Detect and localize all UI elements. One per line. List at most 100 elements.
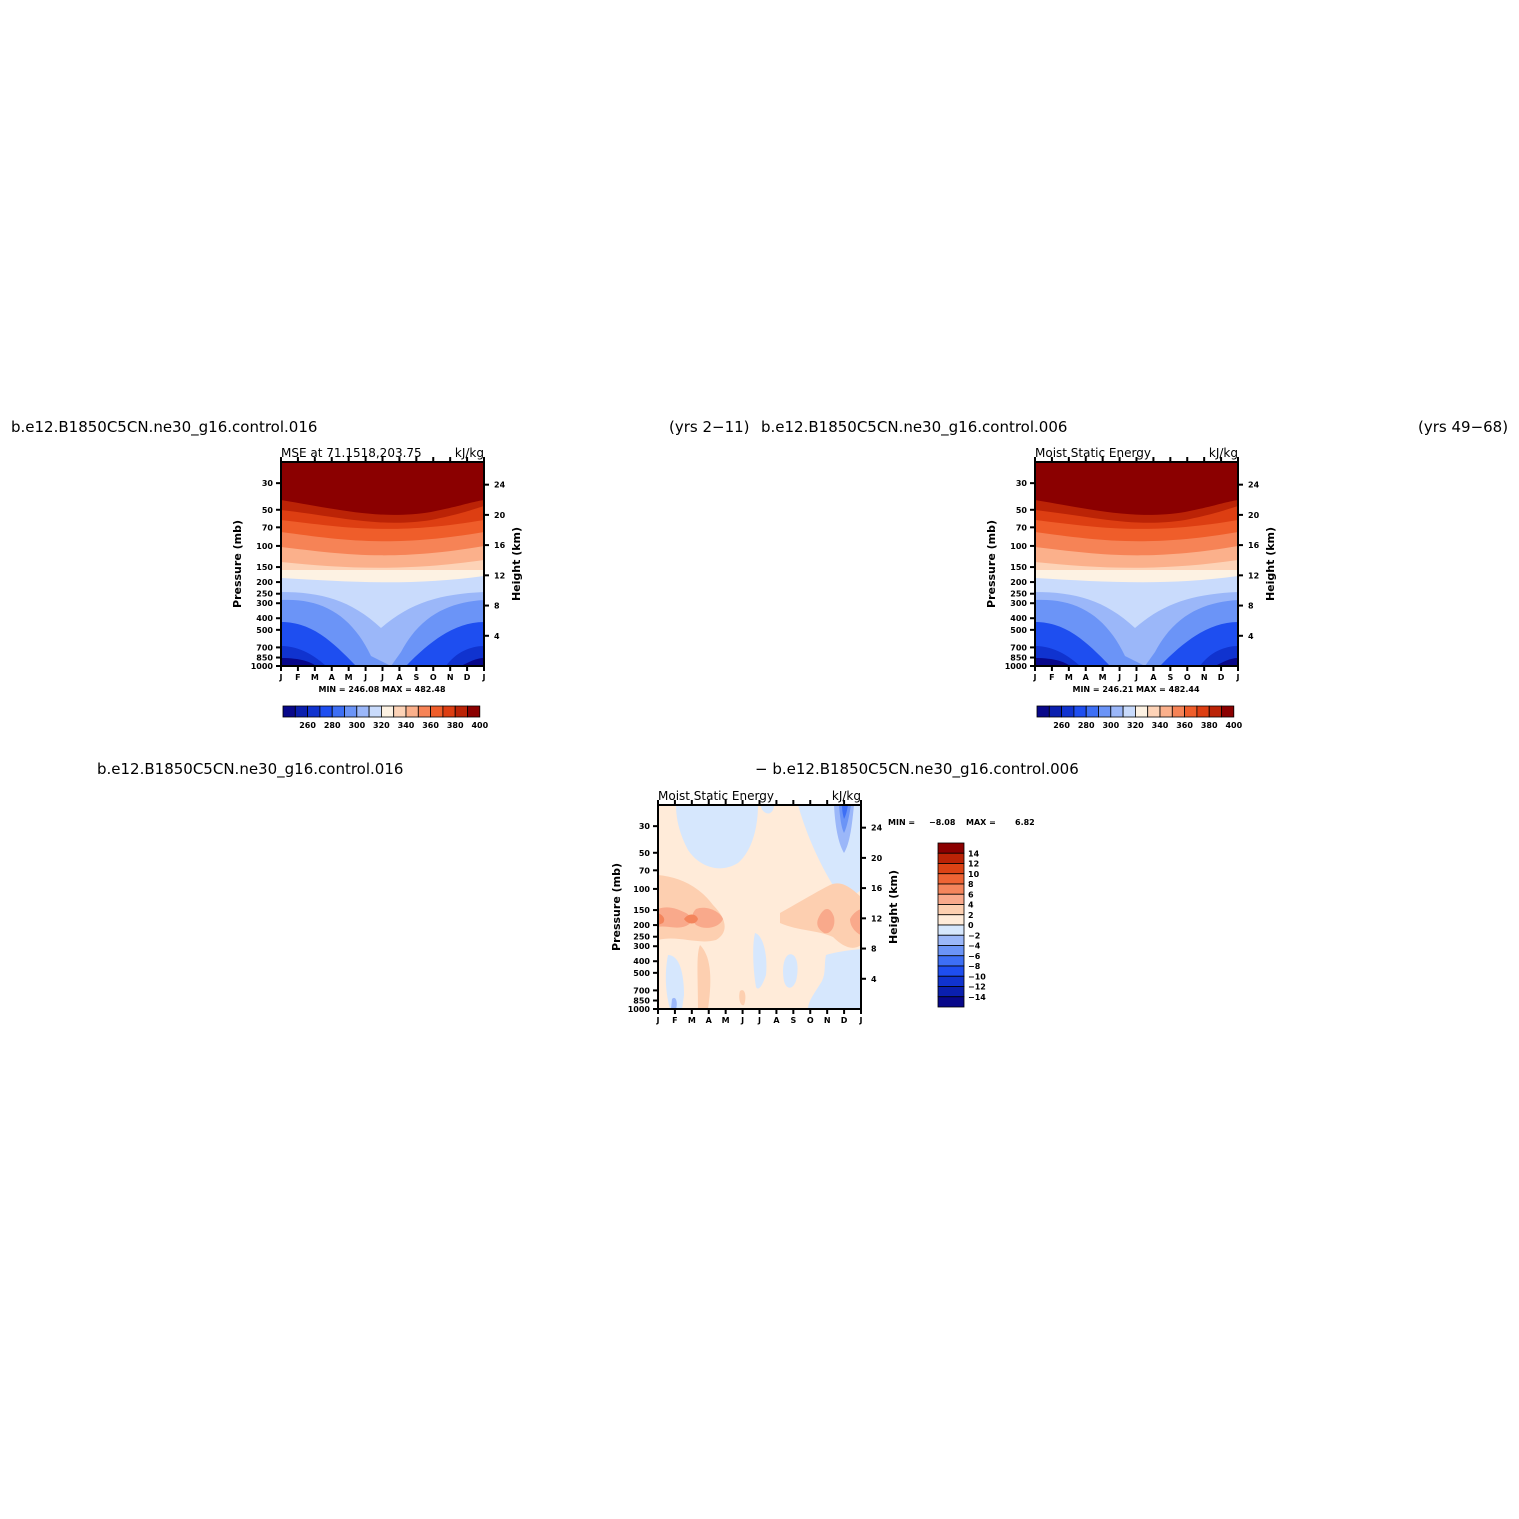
x-tick-label: A	[773, 1016, 780, 1025]
x-tick-label: D	[464, 673, 471, 682]
colorbar-swatch	[1208, 705, 1222, 718]
colorbar-swatch	[1061, 705, 1075, 718]
colorbar-swatch	[442, 705, 456, 718]
colorbar-swatch	[937, 904, 965, 916]
plot-units: kJ/kg	[832, 789, 861, 803]
neg-region-upper	[676, 805, 758, 869]
y-tick-label: 100	[633, 885, 650, 894]
colorbar-swatch	[307, 705, 321, 718]
colorbar-swatch	[937, 873, 965, 885]
colorbar-swatch	[1122, 705, 1136, 718]
y-tick-label: 50	[639, 849, 651, 858]
colorbar-swatch	[937, 996, 965, 1008]
y2-tick-label: 8	[871, 945, 877, 954]
plot-title: Moist Static Energy	[1035, 446, 1151, 460]
x-tick-label: S	[1167, 673, 1173, 682]
colorbar-swatch	[1221, 705, 1235, 718]
y-tick-label: 150	[633, 906, 650, 915]
y-tick-label: 300	[633, 942, 650, 951]
colorbar-swatch	[368, 705, 382, 718]
colorbar-label: 380	[447, 721, 464, 730]
colorbar-label: 280	[1078, 721, 1095, 730]
colorbar-label: −10	[968, 972, 986, 981]
colorbar-swatch	[1184, 705, 1198, 718]
colorbar-swatch	[454, 705, 468, 718]
colorbar-label: 320	[1127, 721, 1144, 730]
colorbar-swatch	[937, 924, 965, 936]
colorbar-label: 300	[1102, 721, 1119, 730]
colorbar-label: 400	[1225, 721, 1242, 730]
contour-cool-4	[281, 622, 484, 666]
colorbar-swatch	[1159, 705, 1173, 718]
y2-tick-label: 4	[494, 632, 500, 641]
y2-tick-label: 16	[871, 884, 883, 893]
x-tick-label: O	[430, 673, 437, 682]
y2-tick-label: 24	[1248, 481, 1260, 490]
y-axis-label: Pressure (mb)	[610, 863, 623, 951]
y2-tick-label: 4	[1248, 632, 1254, 641]
colorbar-swatch	[393, 705, 407, 718]
x-tick-label: M	[1065, 673, 1073, 682]
colorbar-swatch	[937, 914, 965, 926]
x-tick-label: J	[1236, 673, 1240, 682]
y2-tick-label: 20	[494, 511, 506, 520]
colorbar-label: 0	[968, 921, 974, 930]
colorbar-swatch	[294, 705, 309, 718]
colorbar-label: 340	[1152, 721, 1169, 730]
colorbar-swatch	[1098, 705, 1112, 718]
x-tick-label: A	[1083, 673, 1090, 682]
diff-case-a-label: b.e12.B1850C5CN.ne30_g16.control.016	[97, 760, 404, 778]
colorbar-label: −4	[968, 942, 981, 951]
y-tick-label: 150	[1010, 563, 1027, 572]
x-tick-label: F	[295, 673, 300, 682]
colorbar-label: 360	[422, 721, 439, 730]
colorbar-swatch	[430, 705, 444, 718]
y-tick-label: 70	[262, 523, 274, 532]
y2-tick-label: 20	[871, 854, 883, 863]
x-tick-label: S	[413, 673, 419, 682]
y-tick-label: 850	[256, 654, 273, 663]
y-tick-label: 400	[256, 614, 273, 623]
colorbar-label: 380	[1201, 721, 1218, 730]
colorbar-swatch	[1085, 705, 1099, 718]
colorbar-swatch	[937, 965, 965, 977]
x-tick-label: J	[1033, 673, 1037, 682]
colorbar-swatch	[344, 705, 358, 718]
colorbar-swatch	[937, 893, 965, 905]
x-tick-label: J	[363, 673, 367, 682]
colorbar-label: −2	[968, 931, 980, 940]
years-a-label: (yrs 2−11)	[669, 418, 750, 436]
contour-warm-7	[281, 462, 484, 515]
colorbar-swatch	[1196, 705, 1210, 718]
y-tick-label: 1000	[628, 1005, 651, 1014]
y2-tick-label: 4	[871, 975, 877, 984]
y-tick-label: 850	[1010, 654, 1027, 663]
colorbar-swatch	[331, 705, 345, 718]
years-b-label: (yrs 49−68)	[1418, 418, 1509, 436]
colorbar-label: 400	[471, 721, 488, 730]
colorbar-swatch	[1110, 705, 1124, 718]
y-tick-label: 500	[633, 969, 650, 978]
y-axis-label: Pressure (mb)	[985, 520, 998, 608]
y2-tick-label: 8	[1248, 602, 1254, 611]
colorbar-label: 260	[299, 721, 316, 730]
colorbar-label: 320	[373, 721, 390, 730]
colorbar-label: 2	[968, 911, 974, 920]
colorbar-swatch	[417, 705, 432, 718]
y-tick-label: 700	[633, 986, 650, 995]
neg-region-lower-right	[808, 949, 861, 1009]
x-tick-label: A	[329, 673, 336, 682]
x-tick-label: D	[1218, 673, 1225, 682]
neg-core-3	[842, 805, 848, 819]
colorbar-swatch	[405, 705, 419, 718]
colorbar-label: −14	[968, 993, 986, 1002]
case-b-label: b.e12.B1850C5CN.ne30_g16.control.006	[761, 418, 1068, 436]
colorbar-swatch	[1048, 705, 1063, 718]
y-tick-label: 1000	[1005, 662, 1028, 671]
neg-region-mid	[753, 933, 767, 989]
x-tick-label: O	[807, 1016, 814, 1025]
stats-min-value: −8.08	[929, 818, 956, 827]
colorbar-swatch	[467, 705, 481, 718]
y2-axis-label: Height (km)	[887, 870, 900, 944]
